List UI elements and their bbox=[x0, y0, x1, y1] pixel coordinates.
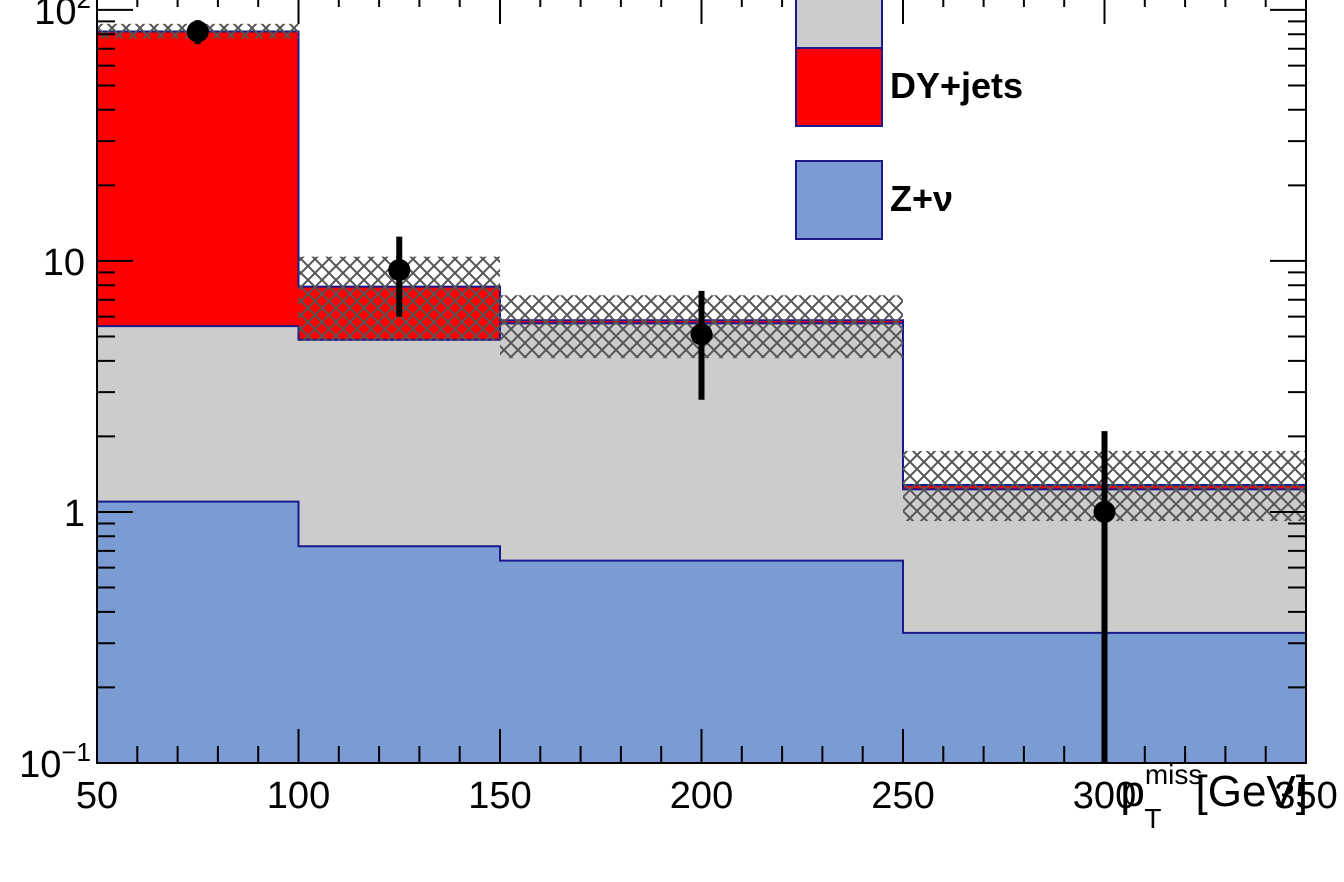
plot-frame: 50 100 150 200 250 300 350 10−1 1 10 102 bbox=[19, 0, 1338, 817]
legend-label-1: DY+jets bbox=[890, 65, 1023, 106]
x-tick-label: 300 bbox=[1073, 775, 1136, 817]
legend: DY+jets Z+ν bbox=[795, 0, 1023, 240]
data-points bbox=[186, 20, 1116, 763]
x-tick-label: 50 bbox=[76, 775, 118, 817]
y-tick-label: 102 bbox=[34, 0, 91, 33]
x-axis-title: pmiss T [GeV] bbox=[1120, 759, 1308, 834]
legend-swatch-2 bbox=[795, 160, 883, 240]
x-tick-label: 150 bbox=[468, 775, 531, 817]
legend-swatch-1 bbox=[795, 47, 883, 127]
x-axis-title-unit: [GeV] bbox=[1196, 767, 1309, 816]
stack-bar-z--1 bbox=[298, 546, 500, 763]
legend-swatch-0 bbox=[795, 0, 883, 49]
y-tick-label: 10−1 bbox=[19, 737, 91, 786]
y-tick-label: 10 bbox=[43, 242, 85, 284]
x-axis-title-sup: miss bbox=[1145, 759, 1203, 790]
data-point-2 bbox=[690, 323, 713, 346]
y-tick-label: 1 bbox=[64, 493, 85, 535]
axis-labels: pmiss T [GeV] bbox=[1120, 759, 1308, 834]
x-tick-label: 350 bbox=[1274, 775, 1337, 817]
x-tick-label: 200 bbox=[670, 775, 733, 817]
data-point-1 bbox=[388, 259, 411, 282]
legend-label-2: Z+ν bbox=[890, 178, 953, 219]
stack-outline-0 bbox=[97, 500, 1306, 634]
x-axis-title-sub: T bbox=[1144, 803, 1161, 834]
stack-bar-z--0 bbox=[97, 501, 299, 763]
data-point-3 bbox=[1093, 500, 1116, 523]
x-tick-label: 100 bbox=[267, 775, 330, 817]
data-point-0 bbox=[186, 20, 209, 43]
x-axis-title-main: p bbox=[1120, 767, 1144, 816]
x-tick-label: 250 bbox=[871, 775, 934, 817]
